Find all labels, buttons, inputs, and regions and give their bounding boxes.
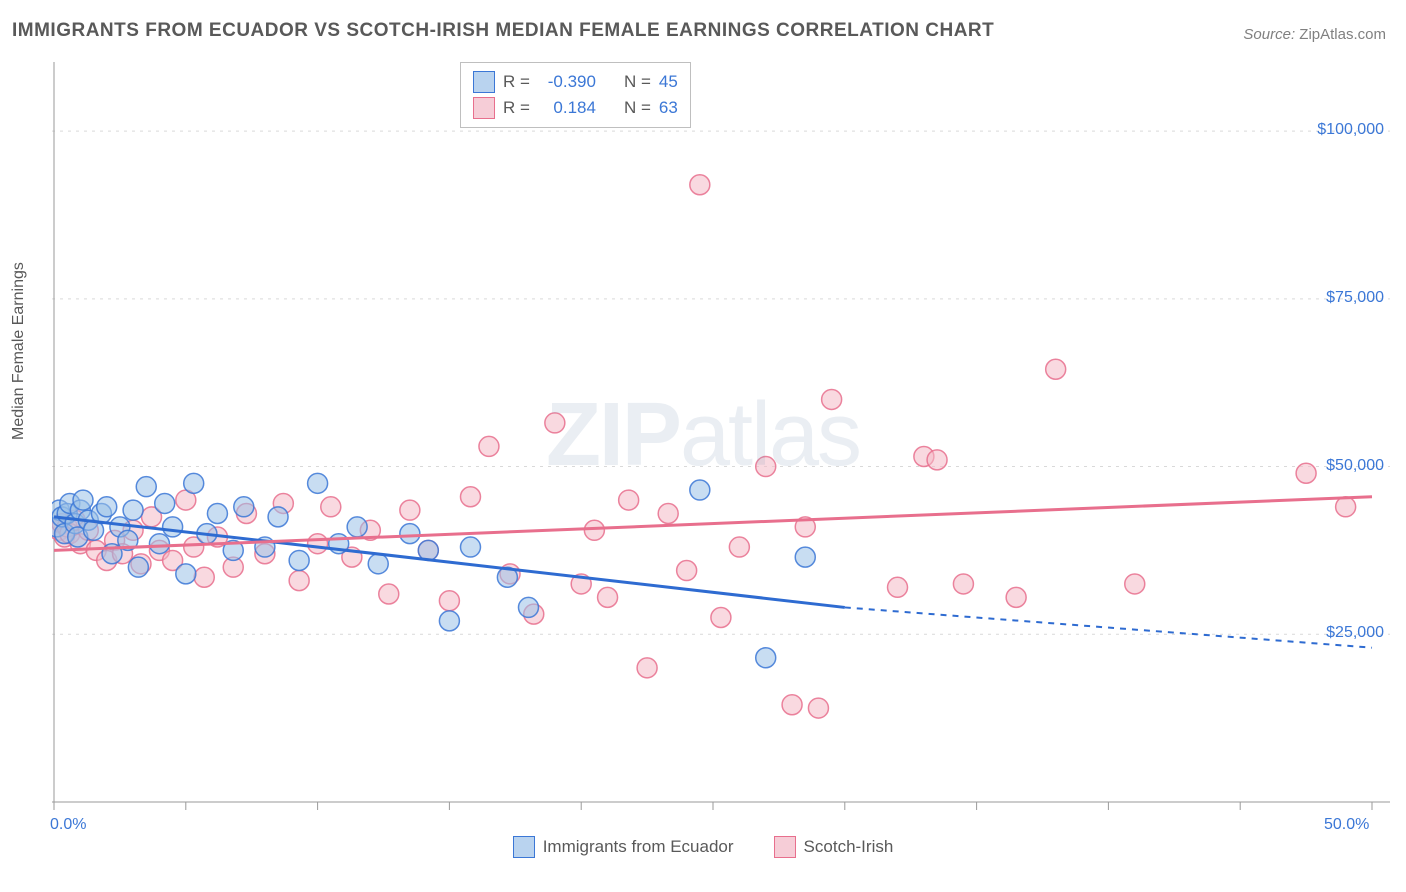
y-axis-label: Median Female Earnings [10,262,28,440]
n-value: 45 [659,72,678,92]
chart-container: IMMIGRANTS FROM ECUADOR VS SCOTCH-IRISH … [0,0,1406,892]
y-tick-label: $100,000 [1317,121,1384,139]
legend-item-scotchirish: Scotch-Irish [774,836,894,858]
legend-label: Scotch-Irish [804,837,894,857]
legend-swatch-ecuador [513,836,535,858]
legend-series: Immigrants from Ecuador Scotch-Irish [0,836,1406,858]
y-tick-label: $50,000 [1326,457,1384,475]
r-value: 0.184 [538,98,596,118]
r-label: R = [503,72,530,92]
chart-title: IMMIGRANTS FROM ECUADOR VS SCOTCH-IRISH … [12,20,994,42]
source-label: Source: [1243,26,1295,43]
legend-label: Immigrants from Ecuador [543,837,734,857]
scatter-plot [52,62,1390,822]
legend-stats: R = -0.390 N = 45 R = 0.184 N = 63 [460,62,691,128]
source-value: ZipAtlas.com [1299,26,1386,43]
x-tick-label: 0.0% [50,816,86,834]
legend-item-ecuador: Immigrants from Ecuador [513,836,734,858]
n-label: N = [624,98,651,118]
n-label: N = [624,72,651,92]
legend-swatch-scotchirish [473,97,495,119]
y-tick-label: $25,000 [1326,624,1384,642]
r-value: -0.390 [538,72,596,92]
legend-stats-row: R = 0.184 N = 63 [473,95,678,121]
legend-swatch-ecuador [473,71,495,93]
legend-swatch-scotchirish [774,836,796,858]
legend-stats-row: R = -0.390 N = 45 [473,69,678,95]
source-attribution: Source: ZipAtlas.com [1243,26,1386,43]
n-value: 63 [659,98,678,118]
r-label: R = [503,98,530,118]
y-tick-label: $75,000 [1326,289,1384,307]
x-tick-label: 50.0% [1324,816,1369,834]
